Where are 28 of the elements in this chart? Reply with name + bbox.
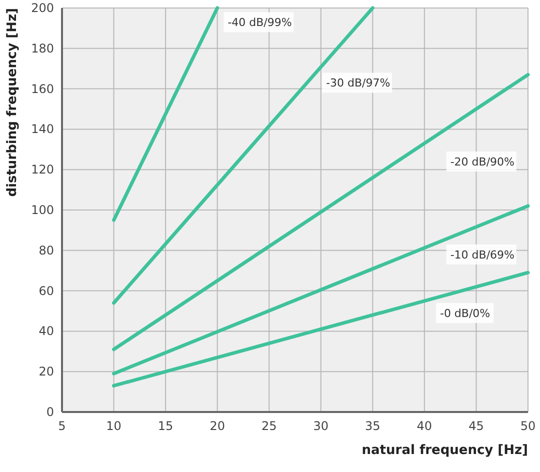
y-axis-title: disturbing frequency [Hz]	[5, 8, 20, 197]
y-tick-label: 60	[38, 284, 54, 298]
x-tick-label: 10	[106, 419, 122, 433]
y-tick-label: 20	[38, 364, 54, 379]
x-tick-label: 5	[58, 419, 66, 433]
y-tick-label: 40	[38, 324, 54, 338]
x-tick-label: 30	[313, 419, 329, 433]
y-tick-label: 80	[38, 243, 54, 258]
x-tick-label: 35	[365, 419, 380, 433]
x-tick-label: 45	[468, 419, 484, 433]
x-tick-label: 40	[416, 419, 432, 433]
series-label: -30 dB/97%	[326, 76, 390, 90]
x-tick-label: 25	[261, 419, 277, 433]
x-tick-label: 20	[210, 419, 225, 433]
y-tick-label: 180	[31, 41, 54, 56]
y-tick-label: 100	[31, 203, 54, 217]
series-label: -40 dB/99%	[228, 16, 292, 30]
x-tick-label: 15	[158, 419, 174, 433]
y-tick-label: 120	[31, 162, 54, 177]
y-tick-label: 0	[46, 405, 54, 419]
y-tick-label: 140	[31, 122, 54, 136]
x-axis-title: natural frequency [Hz]	[362, 443, 528, 458]
series-label: -0 dB/0%	[440, 307, 490, 320]
series-label: -10 dB/69%	[450, 248, 514, 262]
text: -20 dB/90%	[450, 156, 514, 169]
x-tick-label: 50	[520, 419, 536, 433]
y-tick-label: 160	[31, 82, 54, 96]
y-tick-label: 200	[31, 1, 54, 15]
